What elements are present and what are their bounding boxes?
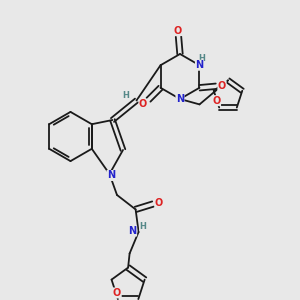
Text: O: O [212,96,220,106]
Text: O: O [155,197,163,208]
Text: H: H [140,222,146,231]
Text: H: H [198,54,205,63]
Text: O: O [113,288,121,298]
Text: N: N [128,226,137,236]
Text: H: H [123,92,129,100]
Text: O: O [218,81,226,91]
Text: O: O [139,99,147,109]
Text: O: O [173,26,182,36]
Text: N: N [107,170,115,181]
Text: N: N [195,60,203,70]
Text: N: N [176,94,184,104]
